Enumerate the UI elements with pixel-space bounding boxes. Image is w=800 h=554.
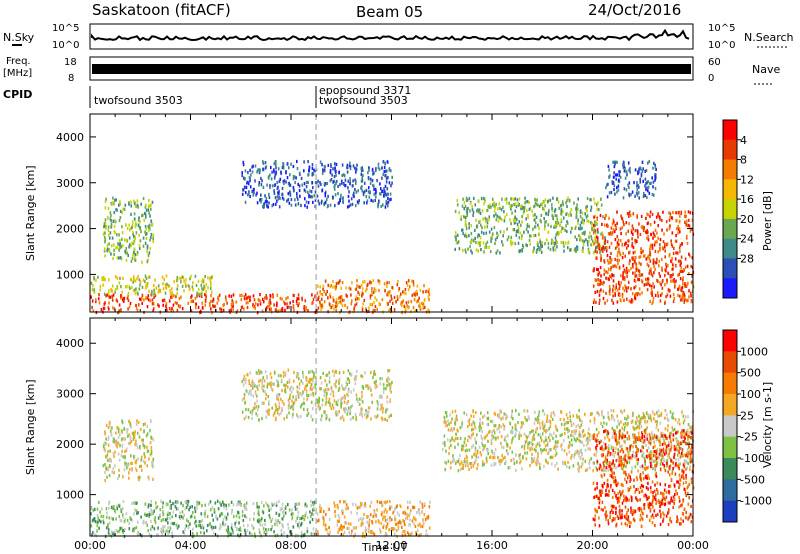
power-colorbar-tick-0: 4 — [740, 134, 747, 147]
power-region-5 — [592, 210, 695, 306]
power-colorbar-swatch-4 — [723, 199, 737, 220]
freq-label-line2: [MHz] — [3, 68, 32, 79]
velocity-colorbar-tick-5: -100 — [740, 452, 765, 465]
velocity-colorbar-tick-6: -500 — [740, 473, 765, 486]
velocity-colorbar-swatch-3 — [723, 394, 737, 416]
velocity-y-tick-3: 4000 — [56, 337, 84, 350]
x-tick-3: 12:00 — [376, 539, 408, 552]
power-region-6 — [605, 159, 657, 200]
x-tick-1: 04:00 — [175, 539, 207, 552]
velocity-colorbar-label: Velocity [m s-1] — [761, 382, 774, 468]
velocity-colorbar-swatch-8 — [723, 500, 737, 523]
power-colorbar-tick-1: 8 — [740, 154, 747, 167]
velocity-colorbar-swatch-2 — [723, 372, 737, 395]
beam-title: Beam 05 — [356, 3, 423, 21]
power-colorbar-tick-5: 24 — [740, 233, 754, 246]
velocity-colorbar-tick-1: 500 — [740, 367, 761, 380]
x-tick-4: 16:00 — [476, 539, 508, 552]
frequency-strip: Freq. [MHz] 18 8 60 0 Nave — [3, 56, 780, 85]
velocity-y-tick-2: 3000 — [56, 388, 84, 401]
x-tick-6: 00:00 — [677, 539, 709, 552]
power-colorbar-swatch-5 — [723, 218, 737, 240]
velocity-y-axis-label: Slant Range [km] — [24, 379, 37, 475]
freq-label-line1: Freq. — [6, 56, 31, 67]
noise-tick-top-right: 10^5 — [708, 23, 735, 34]
nave-label: Nave — [752, 63, 780, 76]
power-colorbar-tick-4: 20 — [740, 213, 754, 226]
velocity-colorbar-swatch-6 — [723, 458, 737, 480]
power-colorbar: 4 8 12 16 20 24 28 Power [dB] — [722, 119, 774, 299]
x-tick-2: 08:00 — [275, 539, 307, 552]
noise-tick-bottom-right: 10^0 — [708, 40, 735, 51]
x-axis-label: Time UT — [361, 541, 407, 554]
velocity-region-3 — [441, 408, 694, 473]
power-region-1 — [90, 274, 214, 296]
velocity-colorbar-swatch-7 — [723, 479, 737, 502]
power-colorbar-swatch-3 — [723, 179, 737, 200]
noise-tick-bottom-left: 10^0 — [52, 40, 79, 51]
power-colorbar-tick-6: 28 — [740, 252, 754, 265]
power-y-tick-1: 2000 — [56, 223, 84, 236]
time-axis: 00:00 04:00 08:00 12:00 16:00 20:00 00:00 — [74, 539, 709, 552]
power-region-7 — [241, 159, 393, 209]
cpid-segment-1: epopsound 3371 — [319, 84, 411, 97]
power-y-axis-label: Slant Range [km] — [24, 165, 37, 261]
power-colorbar-swatch-8 — [723, 278, 737, 299]
station-title: Saskatoon (fitACF) — [92, 1, 231, 19]
velocity-colorbar-tick-0: 1000 — [740, 345, 768, 358]
date-title: 24/Oct/2016 — [588, 1, 681, 19]
velocity-colorbar-swatch-5 — [723, 436, 737, 459]
freq-tick-bottom: 8 — [68, 73, 74, 84]
x-tick-0: 00:00 — [74, 539, 106, 552]
nave-tick-top: 60 — [708, 57, 721, 68]
velocity-region-2 — [316, 499, 431, 539]
velocity-colorbar-swatch-4 — [723, 415, 737, 438]
cpid-segment-2: twofsound 3503 — [319, 94, 408, 107]
velocity-colorbar-tick-4: -25 — [740, 431, 758, 444]
velocity-region-0 — [90, 499, 317, 539]
power-colorbar-label: Power [dB] — [761, 191, 774, 251]
power-y-tick-3: 4000 — [56, 131, 84, 144]
velocity-colorbar-swatch-1 — [723, 351, 737, 374]
power-region-0 — [90, 293, 318, 315]
cpid-segment-0: twofsound 3503 — [94, 94, 183, 107]
power-colorbar-swatch-6 — [723, 238, 737, 259]
frequency-band — [92, 64, 691, 74]
velocity-colorbar-swatch-0 — [723, 330, 737, 352]
velocity-region-4 — [592, 429, 695, 528]
velocity-y-tick-0: 1000 — [56, 489, 84, 502]
nsky-label: N.Sky — [3, 31, 35, 44]
velocity-colorbar-tick-2: 100 — [740, 388, 761, 401]
velocity-region-1 — [102, 419, 155, 483]
power-colorbar-swatch-0 — [723, 120, 737, 141]
freq-tick-top: 18 — [64, 57, 77, 68]
cpid-label: CPID — [3, 88, 32, 101]
velocity-region-5 — [241, 368, 393, 422]
power-colorbar-swatch-7 — [723, 258, 737, 279]
nsearch-label: N.Search — [744, 31, 794, 44]
velocity-colorbar-tick-3: 25 — [740, 409, 754, 422]
noise-tick-top-left: 10^5 — [52, 23, 79, 34]
power-y-tick-0: 1000 — [56, 268, 84, 281]
nave-tick-bottom: 0 — [708, 73, 714, 84]
power-colorbar-swatch-1 — [723, 139, 737, 161]
power-colorbar-swatch-2 — [723, 159, 737, 180]
power-region-4 — [454, 196, 606, 255]
power-region-3 — [316, 279, 431, 315]
x-tick-5: 20:00 — [577, 539, 609, 552]
cpid-strip: CPID twofsound 3503 epopsound 3371 twofs… — [3, 84, 411, 108]
noise-trace — [91, 28, 690, 42]
power-colorbar-tick-3: 16 — [740, 193, 754, 206]
velocity-colorbar: 1000 500 100 25 -25 -100 -500 -1000 Velocity [m … — [722, 329, 774, 523]
velocity-y-tick-1: 2000 — [56, 438, 84, 451]
velocity-colorbar-tick-7: -1000 — [740, 495, 772, 508]
power-colorbar-tick-2: 12 — [740, 173, 754, 186]
power-y-tick-2: 3000 — [56, 177, 84, 190]
noise-strip: N.Sky 10^5 10^0 10^5 10^0 N.Search — [3, 23, 794, 51]
power-region-2 — [102, 196, 155, 264]
power-panel: 1000 2000 3000 4000 Slant Range [km] 4 8 12 16 20… — [24, 113, 774, 315]
